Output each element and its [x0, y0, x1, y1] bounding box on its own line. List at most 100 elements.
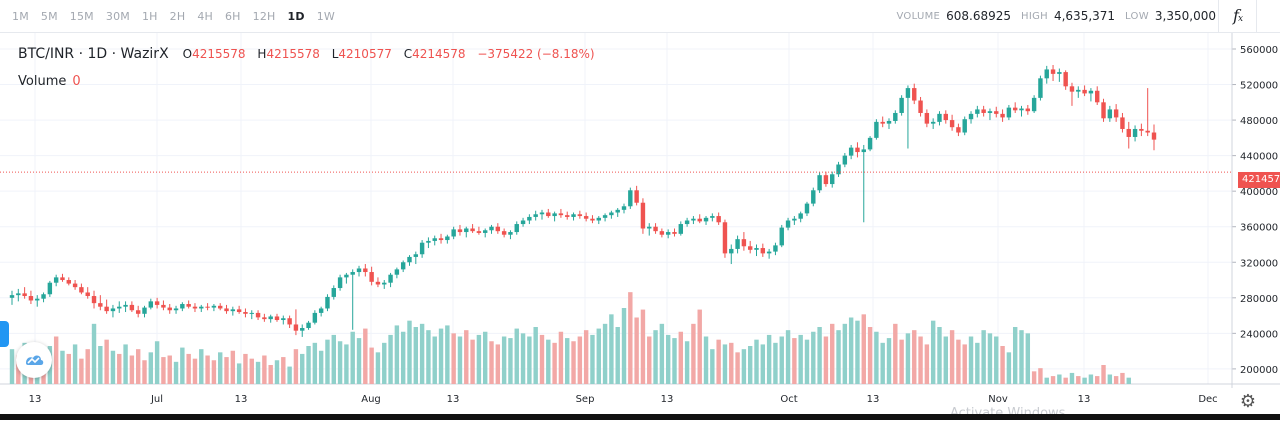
candle-body	[615, 209, 620, 213]
volume-bar	[1120, 372, 1125, 384]
candle-body	[823, 175, 829, 185]
volume-bar	[337, 341, 343, 384]
candle-body	[35, 298, 40, 301]
interval-4h[interactable]: 4H	[197, 9, 213, 23]
volume-bar	[867, 327, 873, 384]
volume-bar	[640, 309, 646, 384]
candle-body	[539, 212, 545, 215]
candle-body	[300, 328, 305, 331]
volume-bar	[53, 336, 59, 384]
candle-body	[142, 307, 147, 314]
interval-30m[interactable]: 30M	[105, 9, 130, 23]
volume-bar	[937, 327, 942, 384]
candle-body	[968, 113, 974, 120]
candle-body	[886, 120, 892, 124]
interval-1w[interactable]: 1W	[316, 9, 335, 23]
candle-body	[647, 226, 652, 229]
candle-body	[369, 272, 374, 282]
candle-body	[899, 97, 904, 113]
volume-bar	[905, 333, 911, 384]
interval-2h[interactable]: 2H	[169, 9, 186, 23]
candle-body	[665, 232, 671, 235]
volume-bar	[912, 330, 917, 384]
interval-1d[interactable]: 1D	[287, 9, 305, 23]
volume-bar	[236, 363, 242, 384]
volume-bar	[464, 330, 469, 384]
candle-body	[1031, 97, 1037, 112]
candle-body	[659, 231, 665, 235]
candle-body	[848, 147, 854, 156]
price-change: −375422 (−8.18%)	[477, 47, 595, 61]
candle-body	[893, 112, 898, 121]
interval-12h[interactable]: 12H	[252, 9, 276, 23]
candle-body	[1113, 109, 1119, 118]
gear-icon[interactable]: ⚙	[1239, 391, 1257, 412]
volume-bar	[861, 314, 866, 384]
candle-body	[621, 206, 627, 210]
interval-1h[interactable]: 1H	[141, 9, 158, 23]
volume-bar	[508, 338, 513, 384]
candle-body	[520, 220, 526, 225]
candle-body	[1050, 69, 1056, 74]
volume-bar	[369, 347, 374, 384]
volume-bar	[962, 344, 967, 384]
candle-body	[148, 301, 154, 308]
volume-bar	[1101, 365, 1106, 384]
x-tick-label: 13	[447, 394, 460, 405]
volume-bar	[167, 355, 172, 384]
x-tick-label: 13	[235, 394, 248, 405]
candle-body	[804, 203, 810, 214]
interval-6h[interactable]: 6H	[224, 9, 241, 23]
candle-body	[489, 226, 494, 231]
candle-body	[375, 281, 381, 285]
candle-body	[729, 248, 734, 254]
volume-bar	[356, 338, 362, 384]
volume-bar	[123, 344, 128, 384]
side-panel-toggle[interactable]	[0, 321, 9, 347]
candle-body	[1069, 86, 1075, 92]
candle-body	[9, 295, 15, 298]
candle-body	[981, 109, 986, 113]
candle-body	[79, 287, 84, 293]
volume-bar	[230, 350, 236, 384]
candle-body	[975, 109, 980, 114]
candle-body	[697, 218, 702, 222]
candle-body	[1025, 108, 1031, 112]
volume-bar	[817, 327, 822, 384]
volume-bar	[710, 349, 715, 384]
candle-body	[482, 230, 488, 233]
volume-bar	[432, 336, 437, 384]
volume-bar	[823, 336, 829, 384]
volume-label: VOLUME	[896, 10, 941, 22]
candle-body	[268, 316, 273, 320]
interval-5m[interactable]: 5M	[40, 9, 58, 23]
volume-bar	[552, 342, 557, 384]
candle-body	[1012, 107, 1018, 111]
candle-body	[1000, 113, 1005, 118]
candle-body	[792, 218, 797, 221]
close-value: 4214578	[412, 47, 466, 61]
candle-body	[747, 246, 753, 250]
price-chart[interactable]: 200000 240000 280000 320000 360000 400000 4400…	[0, 33, 1280, 414]
volume-bar	[199, 349, 204, 384]
volume-bar	[400, 331, 406, 384]
candle-body	[1088, 90, 1094, 94]
interval-1m[interactable]: 1M	[12, 9, 29, 23]
candle-body	[85, 292, 90, 297]
candle-body	[91, 296, 97, 304]
x-tick-label: 13	[661, 394, 674, 405]
volume-bar	[413, 327, 419, 384]
volume-bar	[527, 336, 532, 384]
wazirx-logo-icon[interactable]	[16, 342, 52, 378]
interval-15m[interactable]: 15M	[69, 9, 94, 23]
volume-bar	[830, 323, 835, 384]
candle-body	[684, 220, 690, 225]
volume-bar	[729, 342, 734, 384]
candle-body	[1044, 69, 1049, 79]
volume-bar	[792, 338, 797, 384]
candle-body	[760, 248, 766, 254]
volume-bar	[766, 334, 772, 384]
volume-bar	[1088, 374, 1094, 384]
volume-bar	[716, 339, 721, 384]
